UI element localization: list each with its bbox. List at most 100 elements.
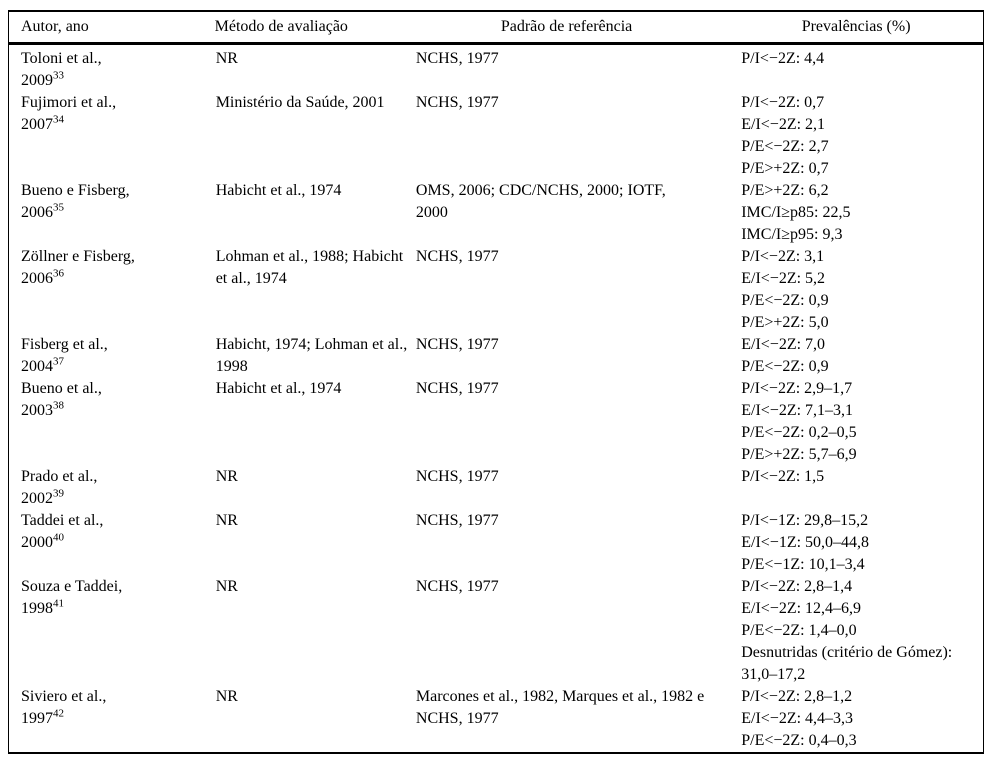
citation-ref-superscript: 39 <box>53 487 64 500</box>
author-year-line: 200636 <box>21 268 204 290</box>
reference-line: NCHS, 1977 <box>415 468 499 485</box>
citation-ref-superscript: 36 <box>53 267 64 280</box>
reference-line: NCHS, 1977 <box>415 380 499 397</box>
reference-cell: NCHS, 1977 <box>404 44 729 93</box>
table-header: Autor, ano Método de avaliação Padrão de… <box>8 11 984 45</box>
table-header-row: Autor, ano Método de avaliação Padrão de… <box>8 11 984 45</box>
prevalence-line: P/E<−2Z: 0,2–0,5 <box>741 424 857 441</box>
author-name: Fisberg et al., <box>21 336 108 353</box>
prevalence-cell: P/E>+2Z: 6,2 IMC/I≥p85: 22,5 IMC/I≥p95: 9,… <box>729 180 983 246</box>
citation-ref-superscript: 34 <box>53 113 64 126</box>
reference-line: NCHS, 1977 <box>415 578 499 595</box>
reference-cell: NCHS, 1977 <box>404 510 729 576</box>
author-name: Souza e Taddei, <box>21 578 123 595</box>
author-year: 2003 <box>21 402 53 419</box>
citation-ref-superscript: 37 <box>53 355 64 368</box>
author-year-line: 199742 <box>21 708 204 730</box>
author-cell: Prado et al., 200239 <box>9 466 204 510</box>
reference-cell: NCHS, 1977 <box>404 576 729 686</box>
reference-line: NCHS, 1977 <box>415 50 499 67</box>
prevalence-line: E/I<−2Z: 7,1–3,1 <box>741 402 854 419</box>
prevalence-line: IMC/I≥p95: 9,3 <box>741 226 843 243</box>
prevalence-cell: P/I<−2Z: 3,1 E/I<−2Z: 5,2 P/E<−2Z: 0,9 P/E>… <box>729 246 983 334</box>
author-cell: Souza e Taddei, 199841 <box>9 576 204 686</box>
author-year: 1998 <box>21 600 53 617</box>
column-header-method: Método de avaliação <box>203 11 404 45</box>
reference-line: OMS, 2006; CDC/NCHS, 2000; IOTF, <box>415 182 666 199</box>
prevalence-line: E/I<−2Z: 5,2 <box>741 270 826 287</box>
method-cell: NR <box>204 686 404 753</box>
author-year: 2009 <box>21 72 53 89</box>
author-name: Prado et al., <box>21 468 98 485</box>
reference-cell: NCHS, 1977 <box>404 334 729 378</box>
prevalence-cell: P/I<−2Z: 0,7 E/I<−2Z: 2,1 P/E<−2Z: 2,7 P/E>… <box>729 92 983 180</box>
prevalence-cell: P/I<−2Z: 1,5 <box>729 466 983 510</box>
prevalence-line: P/I<−2Z: 3,1 <box>741 248 825 265</box>
author-year-line: 200239 <box>21 488 204 510</box>
author-year: 2006 <box>21 204 53 221</box>
reference-cell: NCHS, 1977 <box>404 466 729 510</box>
method-line: NR <box>215 578 238 595</box>
author-cell: Bueno et al., 200338 <box>9 378 204 466</box>
studies-table-body: Toloni et al., 200933 NR NCHS, 1977 P/I<−… <box>9 44 984 754</box>
prevalence-cell: P/I<−2Z: 2,8–1,4 E/I<−2Z: 12,4–6,9 P/E<−2Z… <box>729 576 983 686</box>
reference-line: NCHS, 1977 <box>415 336 499 353</box>
study-row: Fisberg et al., 200437 Habicht, 1974; Loh… <box>9 334 984 378</box>
prevalence-line: E/I<−2Z: 12,4–6,9 <box>741 600 862 617</box>
author-year: 2000 <box>21 534 53 551</box>
author-cell: Zöllner e Fisberg, 200636 <box>9 246 204 334</box>
prevalence-line: P/I<−2Z: 2,8–1,4 <box>741 578 853 595</box>
reference-cell: OMS, 2006; CDC/NCHS, 2000; IOTF, 2000 <box>404 180 729 246</box>
author-name: Bueno e Fisberg, <box>21 182 130 199</box>
reference-line: NCHS, 1977 <box>415 94 499 111</box>
prevalence-line: E/I<−2Z: 4,4–3,3 <box>741 710 854 727</box>
author-name: Siviero et al., <box>21 688 107 705</box>
citation-ref-superscript: 41 <box>53 597 64 610</box>
reference-line: 2000 <box>415 204 448 221</box>
prevalence-line: E/I<−1Z: 50,0–44,8 <box>741 534 870 551</box>
prevalence-cell: P/I<−1Z: 29,8–15,2 E/I<−1Z: 50,0–44,8 P/E<… <box>729 510 983 576</box>
author-name: Toloni et al., <box>21 50 102 67</box>
method-line: Habicht et al., 1974 <box>215 380 342 397</box>
author-year-line: 200437 <box>21 356 204 378</box>
author-cell: Toloni et al., 200933 <box>9 44 204 93</box>
column-header-author: Autor, ano <box>8 11 204 45</box>
method-cell: Ministério da Saúde, 2001 <box>204 92 404 180</box>
author-year: 2007 <box>21 116 53 133</box>
method-line: NR <box>215 512 238 529</box>
author-name: Taddei et al., <box>21 512 104 529</box>
prevalence-line: 31,0–17,2 <box>741 666 806 683</box>
prevalence-line: P/I<−1Z: 29,8–15,2 <box>741 512 869 529</box>
author-name: Zöllner e Fisberg, <box>21 248 135 265</box>
author-year-line: 200933 <box>21 70 204 92</box>
method-line: Habicht, 1974; Lohman et al., <box>215 336 408 353</box>
author-year-line: 200635 <box>21 202 204 224</box>
studies-table: Autor, ano Método de avaliação Padrão de… <box>8 10 984 754</box>
author-cell: Fisberg et al., 200437 <box>9 334 204 378</box>
reference-line: Marcones et al., 1982, Marques et al., 1… <box>415 688 705 705</box>
reference-line: NCHS, 1977 <box>415 512 499 529</box>
method-cell: NR <box>204 466 404 510</box>
prevalence-cell: E/I<−2Z: 7,0 P/E<−2Z: 0,9 <box>729 334 983 378</box>
prevalence-line: P/E>+2Z: 5,0 <box>741 314 829 331</box>
method-line: NR <box>215 468 238 485</box>
citation-ref-superscript: 38 <box>53 399 64 412</box>
prevalence-cell: P/I<−2Z: 2,8–1,2 E/I<−2Z: 4,4–3,3 P/E<−2Z:… <box>729 686 983 753</box>
citation-ref-superscript: 40 <box>53 531 64 544</box>
paper-table-region: Autor, ano Método de avaliação Padrão de… <box>8 10 992 754</box>
method-line: 1998 <box>215 358 248 375</box>
author-year-line: 200040 <box>21 532 204 554</box>
author-cell: Bueno e Fisberg, 200635 <box>9 180 204 246</box>
method-line: et al., 1974 <box>215 270 287 287</box>
reference-line: NCHS, 1977 <box>415 248 499 265</box>
method-line: NR <box>215 688 238 705</box>
study-row: Zöllner e Fisberg, 200636 Lohman et al., … <box>9 246 984 334</box>
author-year-line: 199841 <box>21 598 204 620</box>
study-row: Fujimori et al., 200734 Ministério da Saú… <box>9 92 984 180</box>
column-header-reference: Padrão de referência <box>403 11 730 45</box>
prevalence-line: P/I<−2Z: 0,7 <box>741 94 825 111</box>
author-cell: Fujimori et al., 200734 <box>9 92 204 180</box>
prevalence-line: P/I<−2Z: 1,5 <box>741 468 825 485</box>
method-cell: Lohman et al., 1988; Habicht et al., 1974 <box>204 246 404 334</box>
method-line: Lohman et al., 1988; Habicht <box>215 248 404 265</box>
